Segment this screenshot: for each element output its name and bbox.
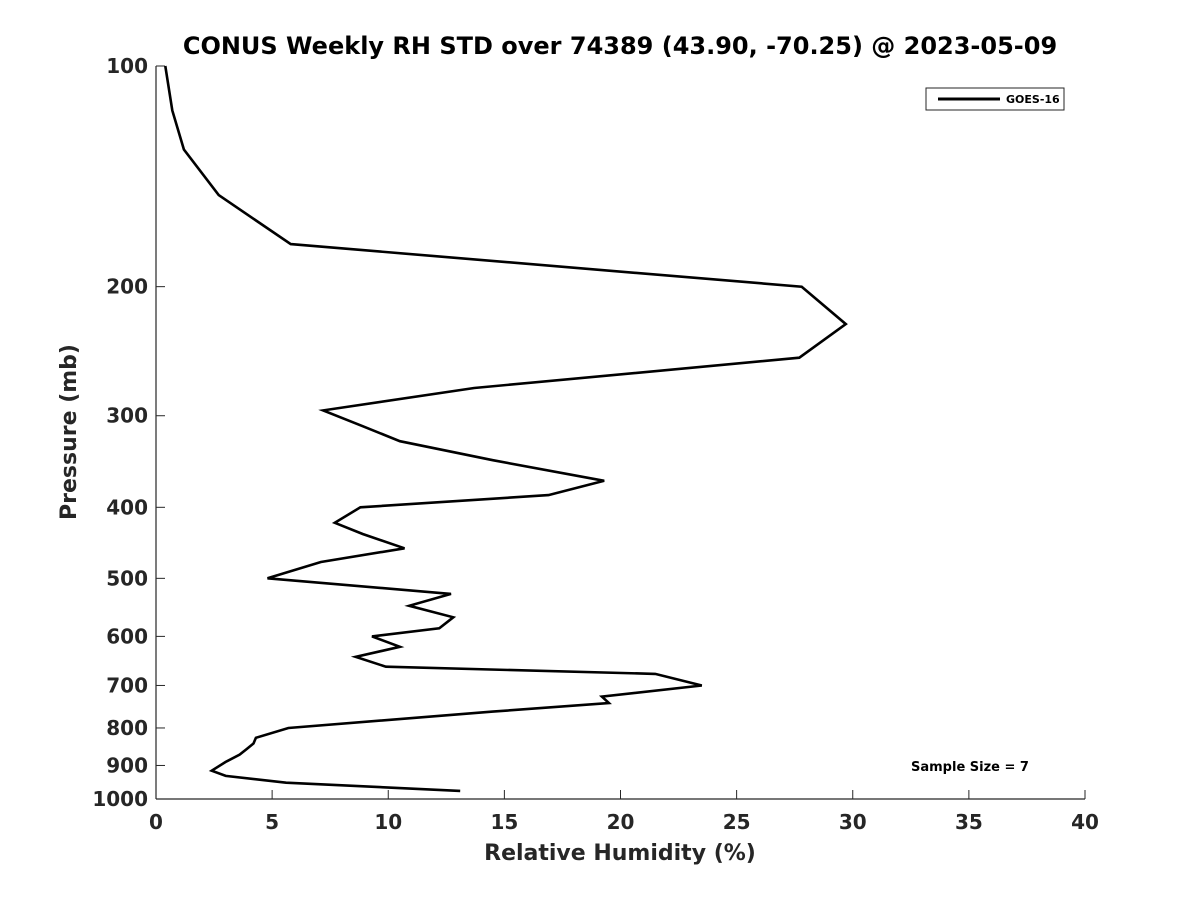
axes [155, 66, 1085, 800]
x-tick-label: 20 [607, 810, 635, 834]
y-tick-label: 400 [106, 495, 148, 519]
y-tick-label: 300 [106, 404, 148, 428]
series-line-goes-16 [164, 65, 848, 793]
legend: GOES-16 [925, 87, 1065, 111]
x-tick-label: 25 [723, 810, 751, 834]
x-tick-label: 35 [955, 810, 983, 834]
y-tick-label: 600 [106, 624, 148, 648]
y-tick-label: 100 [106, 54, 148, 78]
legend-label-goes-16: GOES-16 [1006, 93, 1060, 106]
x-tick-label: 5 [265, 810, 279, 834]
y-tick-label: 1000 [92, 787, 148, 811]
y-tick-label: 800 [106, 716, 148, 740]
series-layer [164, 65, 848, 793]
x-tick-label: 30 [839, 810, 867, 834]
x-tick-label: 10 [374, 810, 402, 834]
x-tick-label: 0 [149, 810, 163, 834]
x-ticks: 0 5 10 15 20 25 30 35 40 [149, 790, 1099, 834]
sample-size-annotation: Sample Size = 7 [911, 760, 1029, 775]
x-tick-label: 15 [490, 810, 518, 834]
x-tick-label: 40 [1071, 810, 1099, 834]
y-ticks: 100 200 300 400 500 600 700 800 900 1000 [92, 54, 165, 811]
chart-title: CONUS Weekly RH STD over 74389 (43.90, -… [183, 32, 1057, 60]
y-tick-label: 500 [106, 566, 148, 590]
y-tick-label: 200 [106, 275, 148, 299]
y-axis-label: Pressure (mb) [57, 344, 82, 520]
y-tick-label: 700 [106, 673, 148, 697]
x-axis-label: Relative Humidity (%) [484, 841, 756, 866]
y-tick-label: 900 [106, 753, 148, 777]
